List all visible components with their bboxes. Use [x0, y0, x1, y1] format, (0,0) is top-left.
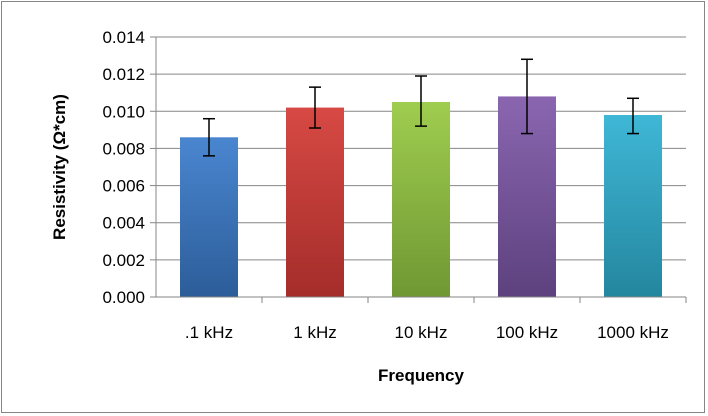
x-tick-label: 1000 kHz	[597, 323, 669, 342]
x-tick-label: 1 kHz	[293, 323, 336, 342]
y-tick-label: 0.004	[102, 214, 145, 233]
bar	[392, 102, 450, 297]
y-axis-title: Resistivity (Ω*cm)	[50, 94, 69, 240]
error-bar	[203, 117, 215, 157]
y-tick-label: 0.012	[102, 65, 145, 84]
x-tick-label: .1 kHz	[185, 323, 233, 342]
x-tick-label: 100 kHz	[496, 323, 558, 342]
y-tick-label: 0.000	[102, 288, 145, 307]
x-tick-label: 10 kHz	[395, 323, 448, 342]
error-bar	[627, 97, 639, 135]
bar	[180, 137, 238, 297]
x-axis-title: Frequency	[378, 366, 465, 385]
error-bars	[203, 58, 639, 157]
y-axis-ticks: 0.000 0.002 0.004 0.006 0.008 0.010 0.012 0.014	[102, 28, 156, 307]
bar	[604, 115, 662, 297]
y-tick-label: 0.010	[102, 102, 145, 121]
error-bar	[309, 86, 321, 129]
error-bar	[415, 75, 427, 127]
y-tick-label: 0.014	[102, 28, 145, 47]
bars	[180, 96, 662, 297]
y-tick-label: 0.008	[102, 139, 145, 158]
error-bar	[521, 58, 533, 135]
x-axis-ticks: .1 kHz 1 kHz 10 kHz 100 kHz 1000 kHz	[185, 297, 687, 342]
bar	[286, 107, 344, 297]
y-tick-label: 0.006	[102, 177, 145, 196]
y-tick-label: 0.002	[102, 251, 145, 270]
